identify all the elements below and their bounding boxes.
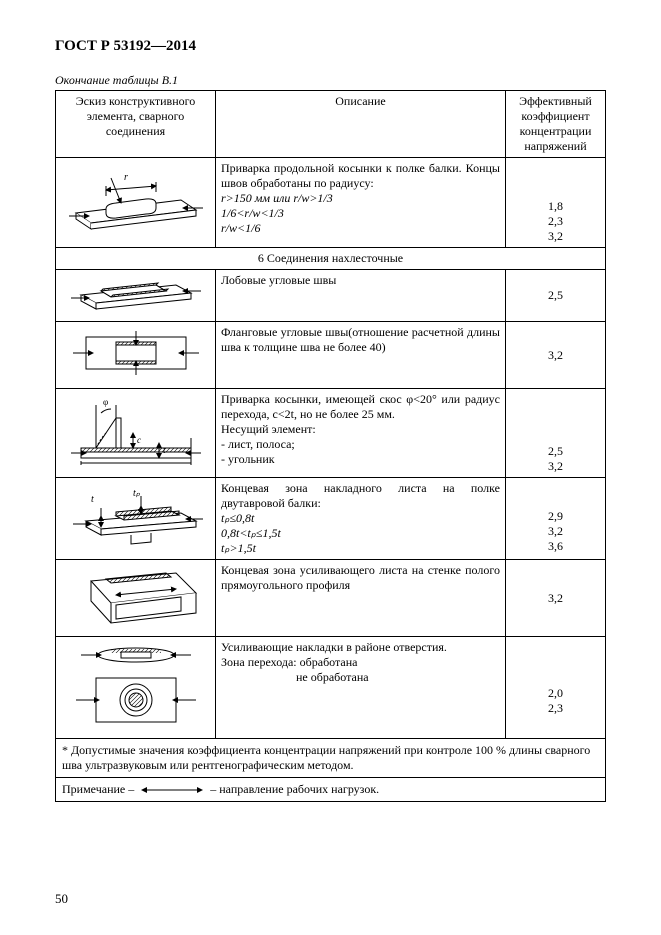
table-row: Концевая зона усиливающего листа на стен… xyxy=(56,560,606,637)
svg-text:φ: φ xyxy=(103,397,108,407)
header-description: Описание xyxy=(216,91,506,158)
sketch-box-profile xyxy=(56,560,216,637)
table-row: Усиливающие накладки в районе отверстия.… xyxy=(56,637,606,739)
sketch-front-fillet xyxy=(56,270,216,322)
section-header: 6 Соединения нахлесточные xyxy=(56,248,606,270)
table-row: φ c t Приварка косынки, имеющей скос φ<2… xyxy=(56,389,606,478)
description-cell: Приварка продольной косынки к полке балк… xyxy=(216,158,506,248)
svg-text:t: t xyxy=(91,494,94,505)
svg-text:r: r xyxy=(124,172,128,183)
header-row: Эскиз конструктивного элемента, сварного… xyxy=(56,91,606,158)
table-caption: Окончание таблицы В.1 xyxy=(55,73,606,88)
footnote-row: * Допустимые значения коэффициента конце… xyxy=(56,739,606,778)
table-row: r Приварка продольной косынки к полке ба… xyxy=(56,158,606,248)
load-direction-icon xyxy=(137,785,207,795)
description-cell: Приварка косынки, имеющей скос φ<20° или… xyxy=(216,389,506,478)
header-sketch: Эскиз конструктивного элемента, сварного… xyxy=(56,91,216,158)
note-row: Примечание – – направление рабочих нагру… xyxy=(56,778,606,802)
coef-cell: 1,8 2,3 3,2 xyxy=(506,158,606,248)
description-cell: Концевая зона накладного листа на полке … xyxy=(216,478,506,560)
main-table: Эскиз конструктивного элемента, сварного… xyxy=(55,90,606,802)
coef-cell: 3,2 xyxy=(506,560,606,637)
description-cell: Усиливающие накладки в районе отверстия.… xyxy=(216,637,506,739)
coef-cell: 3,2 xyxy=(506,322,606,389)
table-row: Фланговые угловые швы(отношение расчетно… xyxy=(56,322,606,389)
header-coef: Эффективный коэффициент концентрации нап… xyxy=(506,91,606,158)
svg-text:c: c xyxy=(137,435,141,445)
description-cell: Фланговые угловые швы(отношение расчетно… xyxy=(216,322,506,389)
sketch-cover-plate-ibeam: t tₚ xyxy=(56,478,216,560)
sketch-hole-reinforcement xyxy=(56,637,216,739)
table-row: t tₚ Концевая зона накладного листа на п… xyxy=(56,478,606,560)
sketch-longitudinal-gusset: r xyxy=(56,158,216,248)
gost-code: ГОСТ Р 53192—2014 xyxy=(55,38,606,55)
note-label: Примечание – xyxy=(62,782,134,796)
coef-cell: 2,5 xyxy=(506,270,606,322)
coef-cell: 2,5 3,2 xyxy=(506,389,606,478)
coef-cell: 2,0 2,3 xyxy=(506,637,606,739)
page-number: 50 xyxy=(55,891,68,907)
sketch-bevel-gusset: φ c t xyxy=(56,389,216,478)
description-cell: Концевая зона усиливающего листа на стен… xyxy=(216,560,506,637)
note-tail: – направление рабочих нагрузок. xyxy=(210,782,379,796)
sketch-flank-fillet xyxy=(56,322,216,389)
table-row: Лобовые угловые швы 2,5 xyxy=(56,270,606,322)
svg-text:tₚ: tₚ xyxy=(133,488,141,499)
description-cell: Лобовые угловые швы xyxy=(216,270,506,322)
coef-cell: 2,9 3,2 3,6 xyxy=(506,478,606,560)
